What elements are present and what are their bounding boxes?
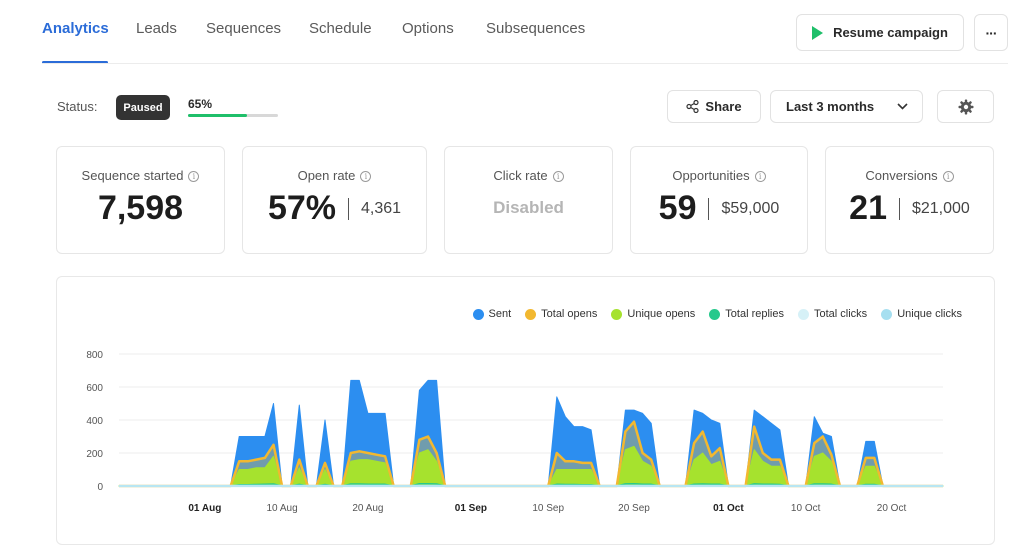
y-tick-label: 0 <box>97 482 103 493</box>
card-title: Conversions <box>865 168 938 183</box>
info-icon[interactable]: i <box>188 171 200 182</box>
legend-dot <box>611 308 623 320</box>
legend-item[interactable]: Sent <box>472 308 512 320</box>
card-sequence-started: Sequence started i 7,598 <box>56 146 225 254</box>
nav-divider <box>42 63 1008 64</box>
y-tick-label: 800 <box>86 350 103 361</box>
active-tab-indicator <box>42 61 108 64</box>
card-subvalue: $21,000 <box>911 199 970 217</box>
info-icon[interactable]: i <box>754 171 766 182</box>
status-badge: Paused <box>116 95 170 120</box>
card-value: 59 <box>658 189 697 227</box>
legend-item[interactable]: Total clicks <box>798 308 867 320</box>
resume-campaign-label: Resume campaign <box>833 25 948 40</box>
legend-dot <box>525 308 537 320</box>
legend-dot <box>709 308 721 320</box>
tab-analytics[interactable]: Analytics <box>42 20 109 37</box>
legend-label: Total replies <box>725 308 784 320</box>
legend-label: Total clicks <box>814 308 868 320</box>
legend-dot <box>881 308 893 320</box>
card-value: 57% <box>267 189 336 227</box>
progress-bar <box>188 114 278 117</box>
card-click-rate: Click rate i Disabled <box>444 146 613 254</box>
area-chart-svg: 800 600 400 200 0 01 Aug 10 Aug 20 Aug 01 Sep 10 … <box>86 350 944 514</box>
legend-item[interactable]: Total opens <box>525 308 597 320</box>
x-tick-label: 20 Sep <box>618 503 650 514</box>
play-icon <box>812 25 824 40</box>
more-icon: ··· <box>985 24 998 41</box>
chevron-down-icon <box>897 103 908 110</box>
tab-subsequences[interactable]: Subsequences <box>486 20 586 37</box>
x-tick-label: 10 Aug <box>267 503 298 514</box>
card-title: Open rate <box>297 168 356 183</box>
y-tick-label: 600 <box>86 383 103 394</box>
tab-sequences[interactable]: Sequences <box>206 20 282 37</box>
info-icon[interactable]: i <box>552 171 564 182</box>
x-tick-label: 01 Oct <box>713 503 744 514</box>
y-tick-label: 400 <box>86 416 103 427</box>
card-value: Disabled <box>493 198 564 217</box>
share-icon <box>686 100 700 113</box>
tab-options[interactable]: Options <box>402 20 454 37</box>
legend-label: Unique clicks <box>897 308 962 320</box>
card-subvalue: $59,000 <box>721 199 780 217</box>
resume-campaign-button[interactable]: Resume campaign <box>796 14 964 51</box>
x-tick-label: 10 Oct <box>791 503 821 514</box>
value-separator <box>348 197 349 220</box>
x-tick-label: 01 Sep <box>455 503 487 514</box>
gear-icon <box>958 99 973 114</box>
x-tick-label: 01 Aug <box>188 503 221 514</box>
legend-item[interactable]: Total replies <box>709 308 784 320</box>
x-tick-label: 10 Sep <box>532 503 564 514</box>
status-label: Status: <box>57 99 98 114</box>
share-label: Share <box>705 99 742 114</box>
legend-dot <box>798 308 809 320</box>
legend-item[interactable]: Unique clicks <box>881 308 962 320</box>
card-subvalue: 4,361 <box>361 199 402 217</box>
value-separator <box>708 197 710 220</box>
card-value: 7,598 <box>97 189 184 227</box>
value-separator <box>898 197 900 220</box>
x-tick-label: 20 Aug <box>352 503 383 514</box>
chart-legend: Sent Total opens Unique opens Total replies… <box>472 308 962 320</box>
progress-percent: 65% <box>188 97 213 111</box>
legend-label: Total opens <box>541 308 598 320</box>
y-tick-label: 200 <box>86 449 103 460</box>
share-button[interactable]: Share <box>667 90 761 123</box>
settings-button[interactable] <box>937 90 994 123</box>
tab-leads[interactable]: Leads <box>136 20 177 37</box>
legend-dot <box>472 308 484 320</box>
analytics-chart: Sent Total opens Unique opens Total replies… <box>56 276 995 545</box>
card-title: Opportunities <box>672 168 750 183</box>
card-title: Sequence started <box>81 168 184 183</box>
card-conversions: Conversions i 21 $21,000 <box>825 146 994 254</box>
progress-fill <box>188 114 247 117</box>
more-options-button[interactable]: ··· <box>974 14 1008 51</box>
card-open-rate: Open rate i 57% 4,361 <box>242 146 427 254</box>
legend-label: Sent <box>488 308 512 320</box>
card-title: Click rate <box>493 168 548 183</box>
card-opportunities: Opportunities i 59 $59,000 <box>630 146 808 254</box>
x-tick-label: 20 Oct <box>877 503 907 514</box>
legend-label: Unique opens <box>627 308 696 320</box>
date-range-value: Last 3 months <box>786 99 875 114</box>
legend-item[interactable]: Unique opens <box>611 308 695 320</box>
card-value: 21 <box>849 189 887 227</box>
info-icon[interactable]: i <box>942 171 954 182</box>
tab-schedule[interactable]: Schedule <box>309 20 372 37</box>
date-range-select[interactable]: Last 3 months <box>770 90 923 123</box>
info-icon[interactable]: i <box>360 171 372 182</box>
